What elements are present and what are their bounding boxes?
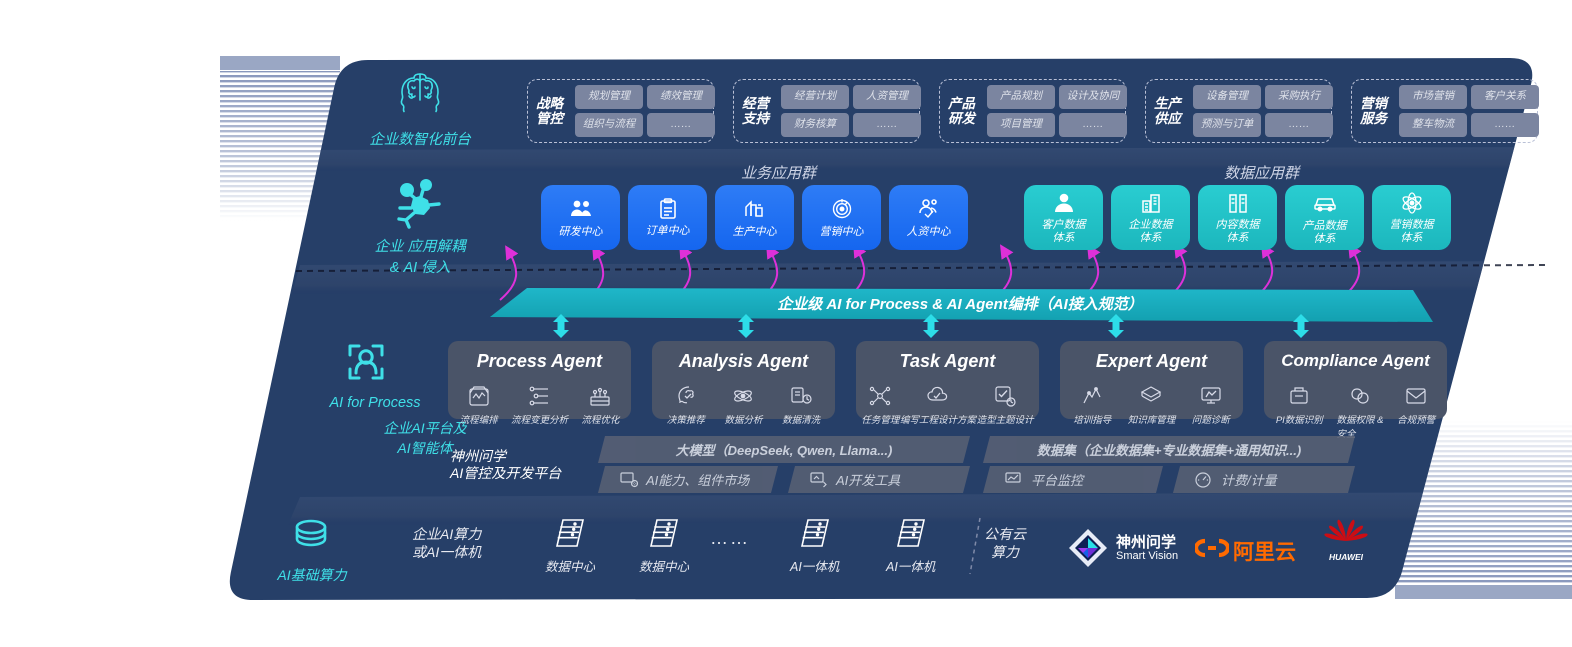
svg-text:HUAWEI: HUAWEI: [1329, 552, 1364, 562]
svg-text:企业级 AI for Process & AI Agent编: 企业级 AI for Process & AI Agent编排（AI接入规范）: [777, 295, 1143, 313]
